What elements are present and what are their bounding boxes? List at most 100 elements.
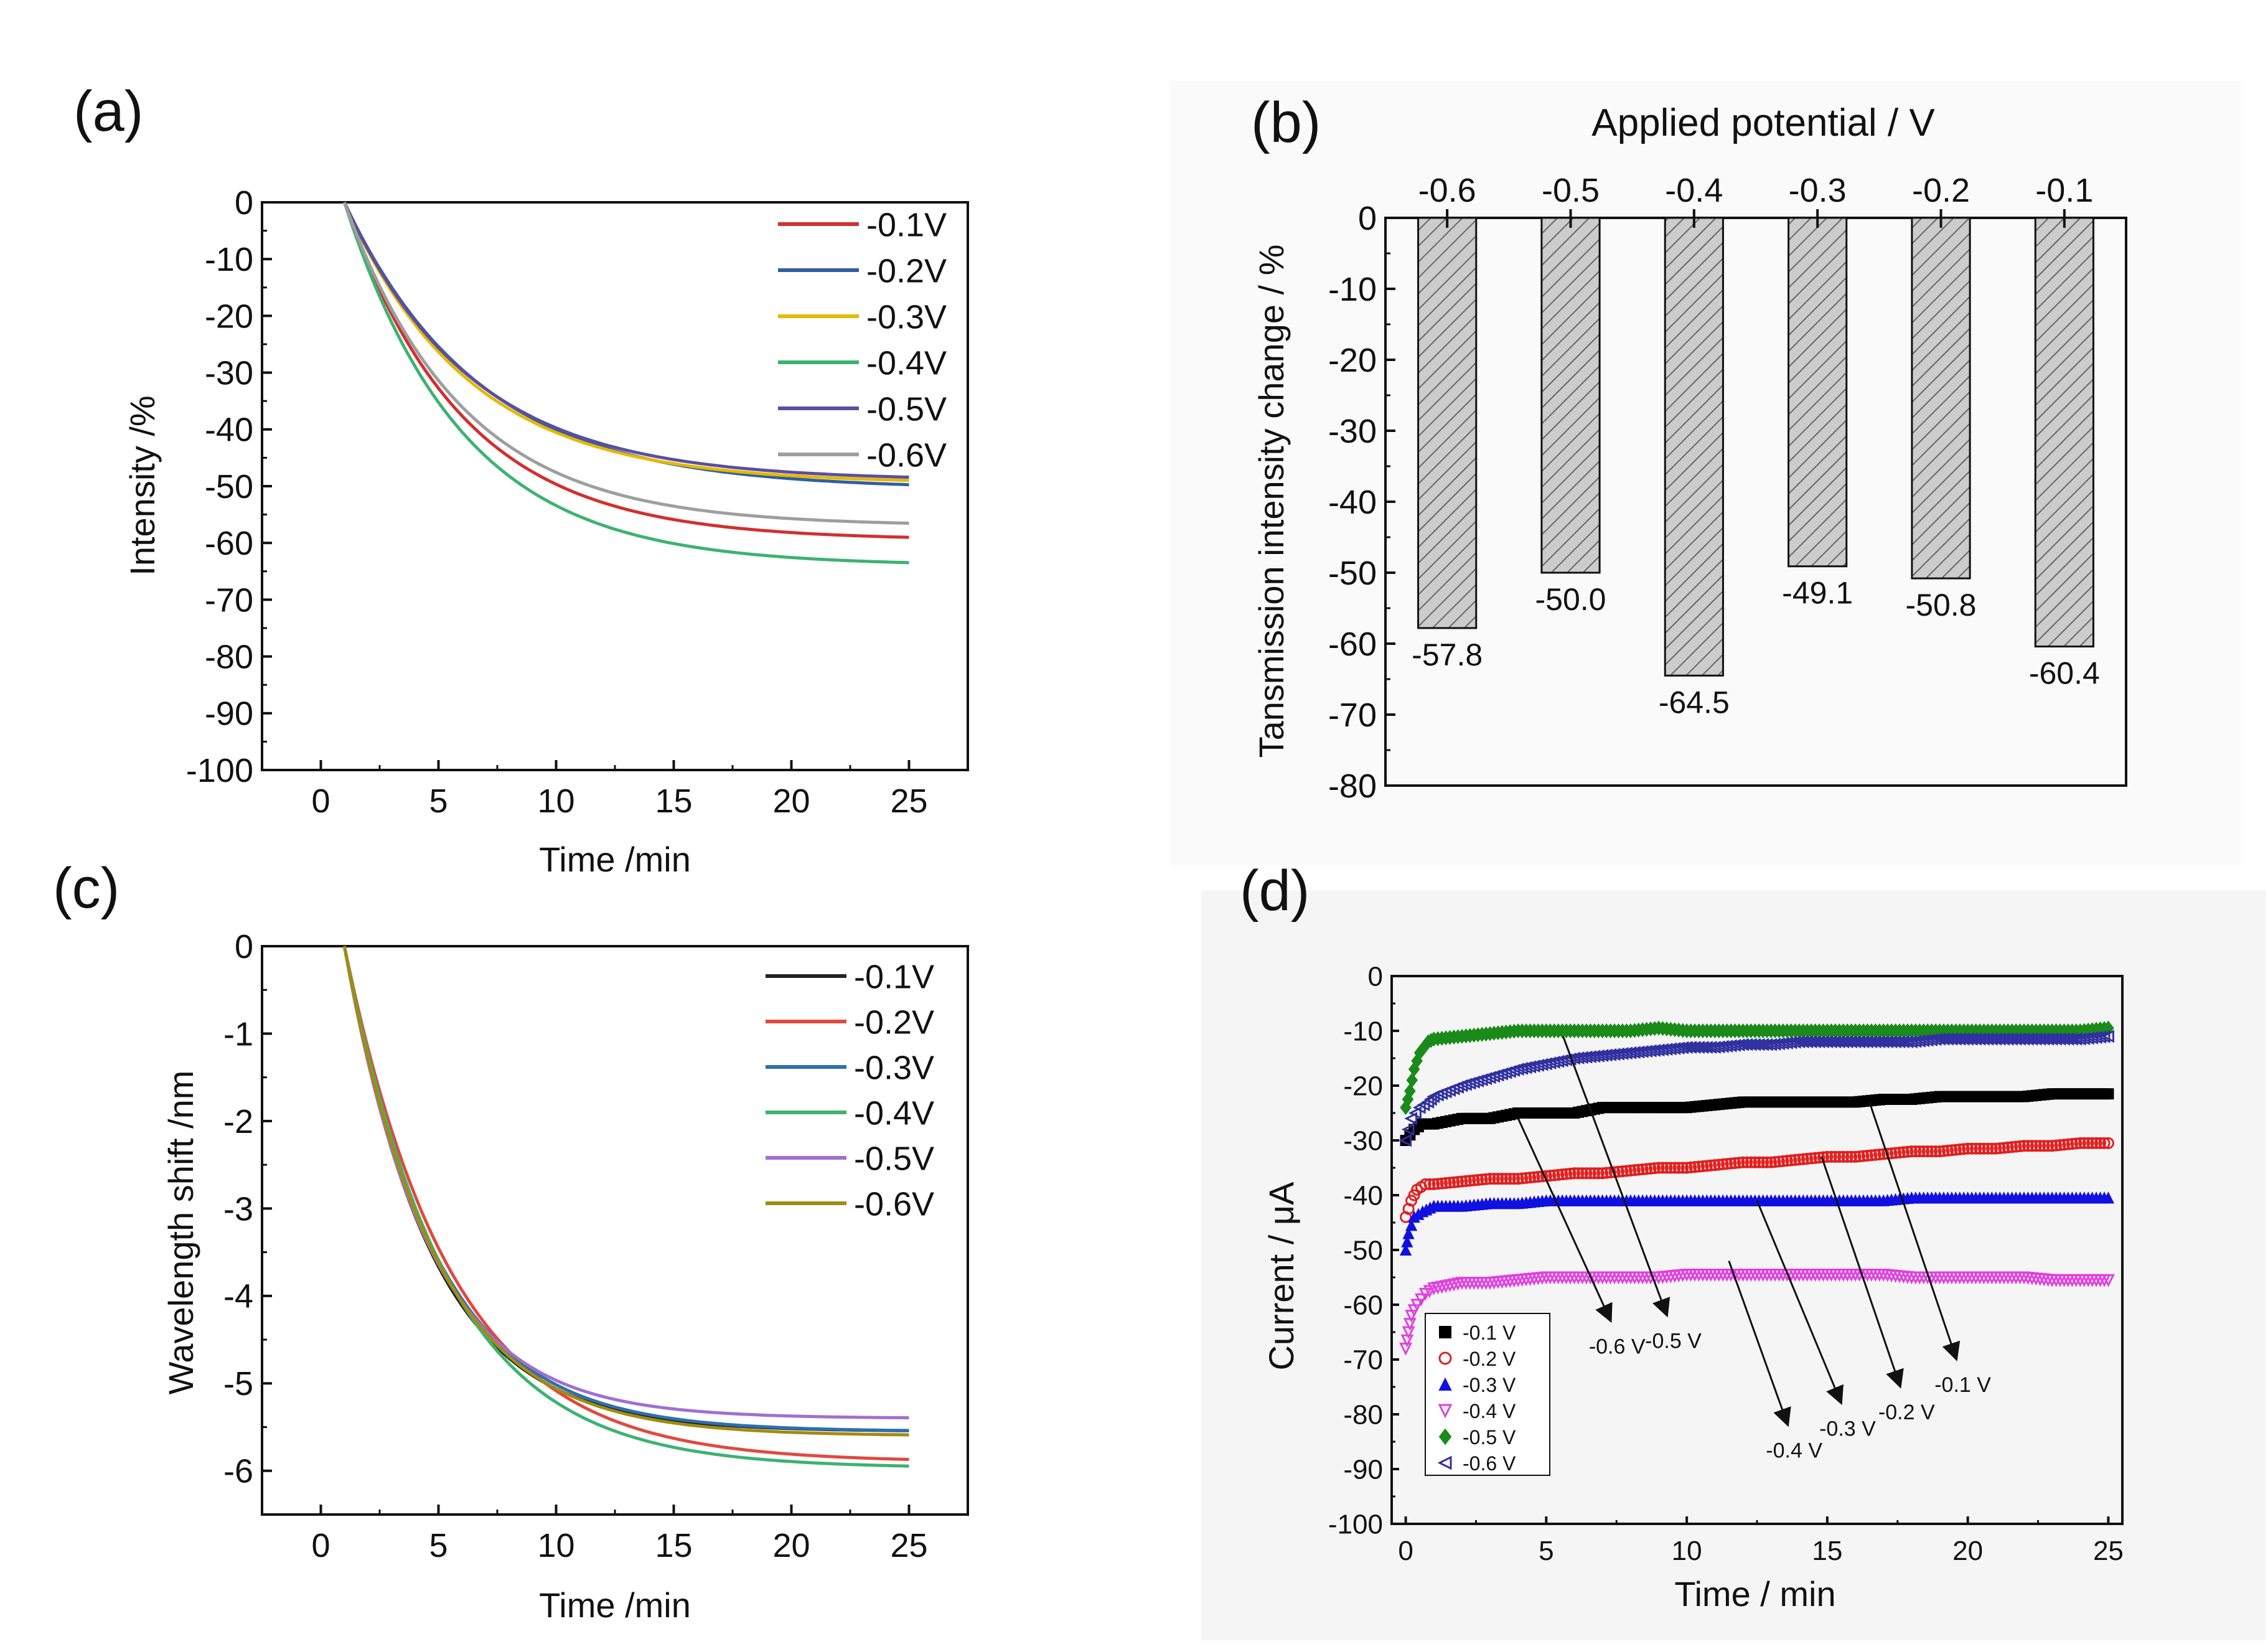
chart-d-point (1777, 1155, 1789, 1167)
chart-d-legend-marker (1438, 1351, 1452, 1365)
chart-a-series-line (342, 202, 909, 525)
chart-a-y-tick-label: -50 (205, 468, 253, 505)
chart-b-value-label: -49.1 (1782, 576, 1853, 611)
chart-d-point (1628, 1164, 1641, 1177)
chart-b-title: Applied potential / V (1591, 101, 1935, 144)
chart-d-annotation-arrow (1868, 1101, 1961, 1361)
chart-d-y-tick-label: -10 (1343, 1016, 1383, 1046)
chart-c-y-tick-label: -6 (223, 1453, 253, 1490)
chart-d-point (1405, 1219, 1418, 1231)
chart-d-point (2030, 1140, 2042, 1152)
chart-b-y-tick-label: -60 (1328, 626, 1377, 663)
chart-a-ylabel: Intensity /% (123, 395, 162, 575)
chart-d-point (1685, 1161, 1697, 1173)
chart-d-point (1680, 1162, 1693, 1174)
chart-d-point (1805, 1152, 1817, 1165)
chart-b-bar (1788, 217, 1848, 568)
chart-d-point (1664, 1162, 1677, 1174)
chart-d-point (1641, 1163, 1653, 1175)
chart-d-annotation-label: -0.2 V (1878, 1401, 1935, 1424)
chart-d-point (1500, 1173, 1512, 1185)
chart-d-point (1725, 1157, 1737, 1170)
chart-d-point (1408, 1106, 1422, 1120)
chart-d-point (1548, 1169, 1560, 1181)
chart-a-y-tick-label: -40 (205, 411, 253, 449)
chart-d-point (1410, 1299, 1424, 1312)
chart-c-y-tick-label: -3 (223, 1190, 253, 1228)
chart-d-legend-marker (1438, 1377, 1452, 1391)
chart-a: 0 5 10 15 20 25 0 -10 -20 -30 -40 -50 -60 -70 -80 -90 -1… (186, 184, 969, 820)
chart-c-y-tick-label: -1 (223, 1015, 253, 1053)
chart-d-point (1865, 1149, 1878, 1162)
chart-d-point (1436, 1177, 1448, 1190)
chart-d-point (1938, 1145, 1950, 1157)
chart-d-point (1753, 1156, 1765, 1168)
chart-d-point (1741, 1156, 1753, 1168)
chart-d-point (1464, 1175, 1476, 1187)
chart-c-legend-label: -0.1V (854, 958, 934, 995)
chart-d-point (1966, 1142, 1978, 1155)
chart-d-point (1472, 1173, 1484, 1186)
chart-d-point (1929, 1145, 1942, 1158)
chart-d-point (1910, 1145, 1922, 1158)
chart-d-point (1861, 1150, 1873, 1162)
chart-c-x-tick-label: 20 (772, 1527, 810, 1564)
chart-d-point (2078, 1137, 2091, 1149)
chart-d-point (1406, 1073, 1418, 1088)
chart-d-point (1556, 1168, 1568, 1181)
chart-b-value-label: -50.0 (1535, 582, 1606, 617)
chart-c-y-tick-label: -5 (223, 1365, 253, 1402)
chart-d-point (1941, 1144, 1954, 1157)
chart-d-point (1605, 1167, 1617, 1179)
chart-d-point (1833, 1150, 1845, 1163)
chart-a-xlabel: Time /min (539, 840, 691, 879)
chart-d-y-tick-label: -80 (1343, 1399, 1383, 1430)
chart-d-point (1401, 1235, 1413, 1247)
chart-d-annotation-label: -0.1 V (1934, 1373, 1991, 1397)
chart-d-point (1633, 1163, 1645, 1176)
chart-d-point (1998, 1142, 2010, 1154)
chart-d-point (1451, 1176, 1464, 1188)
chart-d-legend-label: -0.3 V (1463, 1374, 1516, 1396)
chart-d-point (1496, 1173, 1508, 1185)
chart-d-series (1399, 1030, 2114, 1147)
chart-d-point (1456, 1175, 1468, 1188)
chart-b-bar (2034, 217, 2094, 648)
chart-d-point (1913, 1145, 1926, 1158)
chart-d-point (1516, 1172, 1529, 1185)
chart-d-point (1849, 1150, 1862, 1163)
chart-d-point (1934, 1145, 1946, 1158)
chart-d-point (1749, 1156, 1761, 1168)
chart-d-point (2102, 1088, 2114, 1100)
chart-a-series-line (343, 201, 909, 479)
chart-d-annotation-arrow (1517, 1118, 1613, 1323)
chart-d-point (1504, 1173, 1516, 1185)
chart-d-point (1480, 1173, 1492, 1185)
chart-c-series-line (342, 946, 909, 1432)
chart-d-point (1757, 1156, 1769, 1168)
panel-d-background (1201, 890, 2266, 1640)
chart-d-series (1399, 1269, 2115, 1356)
chart-d-point (1616, 1165, 1629, 1178)
chart-b-bar (1417, 217, 1478, 629)
chart-a-series-line (343, 201, 909, 482)
chart-d-point (1801, 1153, 1814, 1165)
chart-d-point (1677, 1162, 1689, 1174)
chart-d-y-tick-label: -50 (1343, 1235, 1383, 1266)
chart-a-series-line (342, 202, 909, 539)
chart-a-x-tick-label: 0 (311, 782, 330, 820)
chart-d-point (1404, 1083, 1416, 1099)
chart-d-legend-marker (1438, 1428, 1452, 1445)
chart-d-point (1705, 1159, 1717, 1172)
chart-d-point (1520, 1172, 1532, 1184)
chart-d-point (1700, 1160, 1713, 1172)
chart-d-point (1644, 1162, 1657, 1175)
chart-b-value-label: -64.5 (1659, 685, 1730, 720)
chart-d-x-tick-label: 15 (1812, 1536, 1842, 1566)
chart-b-x-tick-label: -0.4 (1665, 172, 1723, 209)
chart-d-point (1881, 1147, 1894, 1160)
chart-b-ylabel: Tansmission intensity change / % (1252, 245, 1291, 758)
chart-b-bar (1540, 217, 1601, 574)
chart-d-point (1962, 1142, 1974, 1155)
chart-d-annotation-label: -0.3 V (1819, 1417, 1876, 1440)
